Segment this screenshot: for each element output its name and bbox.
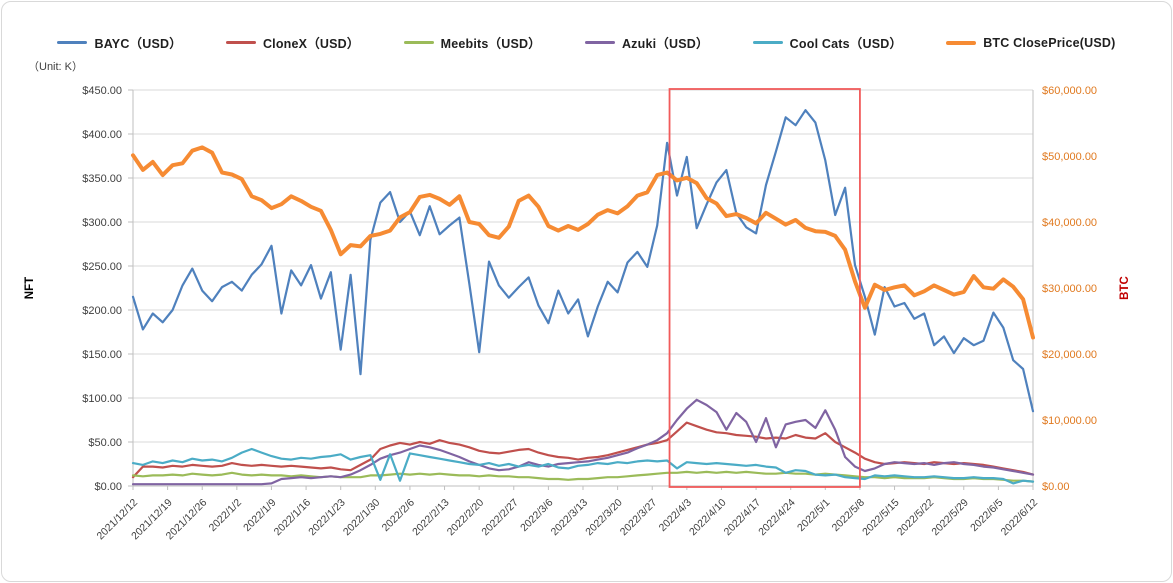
left-axis-tick-label: $100.00 (82, 393, 122, 405)
legend-label: Meebits（USD） (440, 37, 541, 51)
legend-item: CloneX（USD） (225, 33, 360, 52)
x-axis-tick-label: 2022/2/27 (479, 497, 521, 539)
left-axis-tick-label: $400.00 (82, 129, 122, 141)
right-axis-tick-label: $10,000.00 (1042, 415, 1097, 427)
left-axis-tick-label: $450.00 (82, 85, 122, 97)
right-axis-tick-label: $30,000.00 (1042, 283, 1097, 295)
left-axis-tick-label: $300.00 (82, 217, 122, 229)
left-axis-tick-label: $250.00 (82, 261, 122, 273)
left-axis-tick-label: $150.00 (82, 349, 122, 361)
legend-line-marker-icon (57, 41, 88, 44)
x-axis-tick-label: 2022/3/13 (549, 497, 591, 539)
right-axis-tick-label: $0.00 (1042, 481, 1070, 493)
x-axis-tick-label: 2022/5/22 (895, 497, 937, 539)
right-axis-tick-label: $50,000.00 (1042, 151, 1097, 163)
legend-item: Azuki（USD） (584, 33, 709, 52)
legend-line-marker-icon (225, 41, 256, 44)
series-line-clonex (131, 421, 1035, 479)
x-axis-tick-label: 2022/3/27 (618, 497, 660, 539)
left-axis-tick-label: $50.00 (88, 437, 122, 449)
x-axis-tick-label: 2022/5/1 (795, 497, 832, 534)
x-axis-tick-label: 2022/4/24 (756, 497, 798, 539)
chart-legend: BAYC（USD） CloneX（USD） Meebits（USD） Azuki（US… (0, 33, 1173, 52)
left-axis-title: NFT (24, 277, 36, 299)
x-axis-tick-label: 2022/1/2 (207, 497, 244, 534)
legend-label: CloneX（USD） (262, 37, 360, 51)
left-axis-tick-label: $350.00 (82, 173, 122, 185)
x-axis-tick-label: 2022/1/30 (341, 497, 383, 539)
x-axis-tick-label: 2022/5/15 (860, 497, 902, 539)
series-line-cool-cats (131, 447, 1035, 485)
right-axis-tick-label: $60,000.00 (1042, 85, 1097, 97)
highlight-annotation-box (668, 88, 861, 488)
x-axis-tick-label: 2022/1/16 (272, 497, 314, 539)
x-axis-tick-label: 2022/2/20 (445, 497, 487, 539)
right-axis-tick-label: $40,000.00 (1042, 217, 1097, 229)
left-axis-tick-label: $0.00 (94, 481, 122, 493)
legend-line-marker-icon (946, 40, 977, 45)
x-axis-tick-label: 2022/4/17 (722, 497, 764, 539)
legend-label: BTC ClosePrice(USD) (983, 35, 1116, 50)
legend-item: BTC ClosePrice(USD) (946, 36, 1115, 50)
series-line-meebits (131, 470, 1035, 483)
x-axis-tick-label: 2022/2/13 (410, 497, 452, 539)
legend-item: Meebits（USD） (403, 33, 541, 52)
legend-line-marker-icon (403, 41, 434, 44)
right-axis-title: BTC (1119, 276, 1131, 300)
legend-line-marker-icon (584, 41, 615, 44)
legend-item: Cool Cats（USD） (752, 33, 903, 52)
legend-label: Azuki（USD） (621, 37, 709, 51)
unit-note: （Unit: K） (28, 60, 83, 73)
legend-label: BAYC（USD） (94, 37, 182, 51)
chart-plot-area: $450.00 $400.00 $350.00 $300.00 $250.00 $200.… (82, 85, 1097, 542)
series-line-bayc (131, 109, 1035, 413)
legend-item: BAYC（USD） (57, 33, 182, 52)
series-line-azuki (131, 398, 1035, 486)
legend-line-marker-icon (752, 41, 783, 44)
legend-label: Cool Cats（USD） (789, 37, 903, 51)
series-line-btc-closeprice (131, 145, 1035, 340)
x-axis-tick-label: 2022/5/29 (929, 497, 971, 539)
left-axis-tick-label: $200.00 (82, 305, 122, 317)
x-axis-tick-label: 2022/3/20 (583, 497, 625, 539)
right-axis-tick-label: $20,000.00 (1042, 349, 1097, 361)
x-axis-tick-label: 2022/4/10 (687, 497, 729, 539)
x-axis-tick-label: 2022/6/12 (999, 497, 1041, 539)
x-axis-tick-label: 2022/1/23 (306, 497, 348, 539)
